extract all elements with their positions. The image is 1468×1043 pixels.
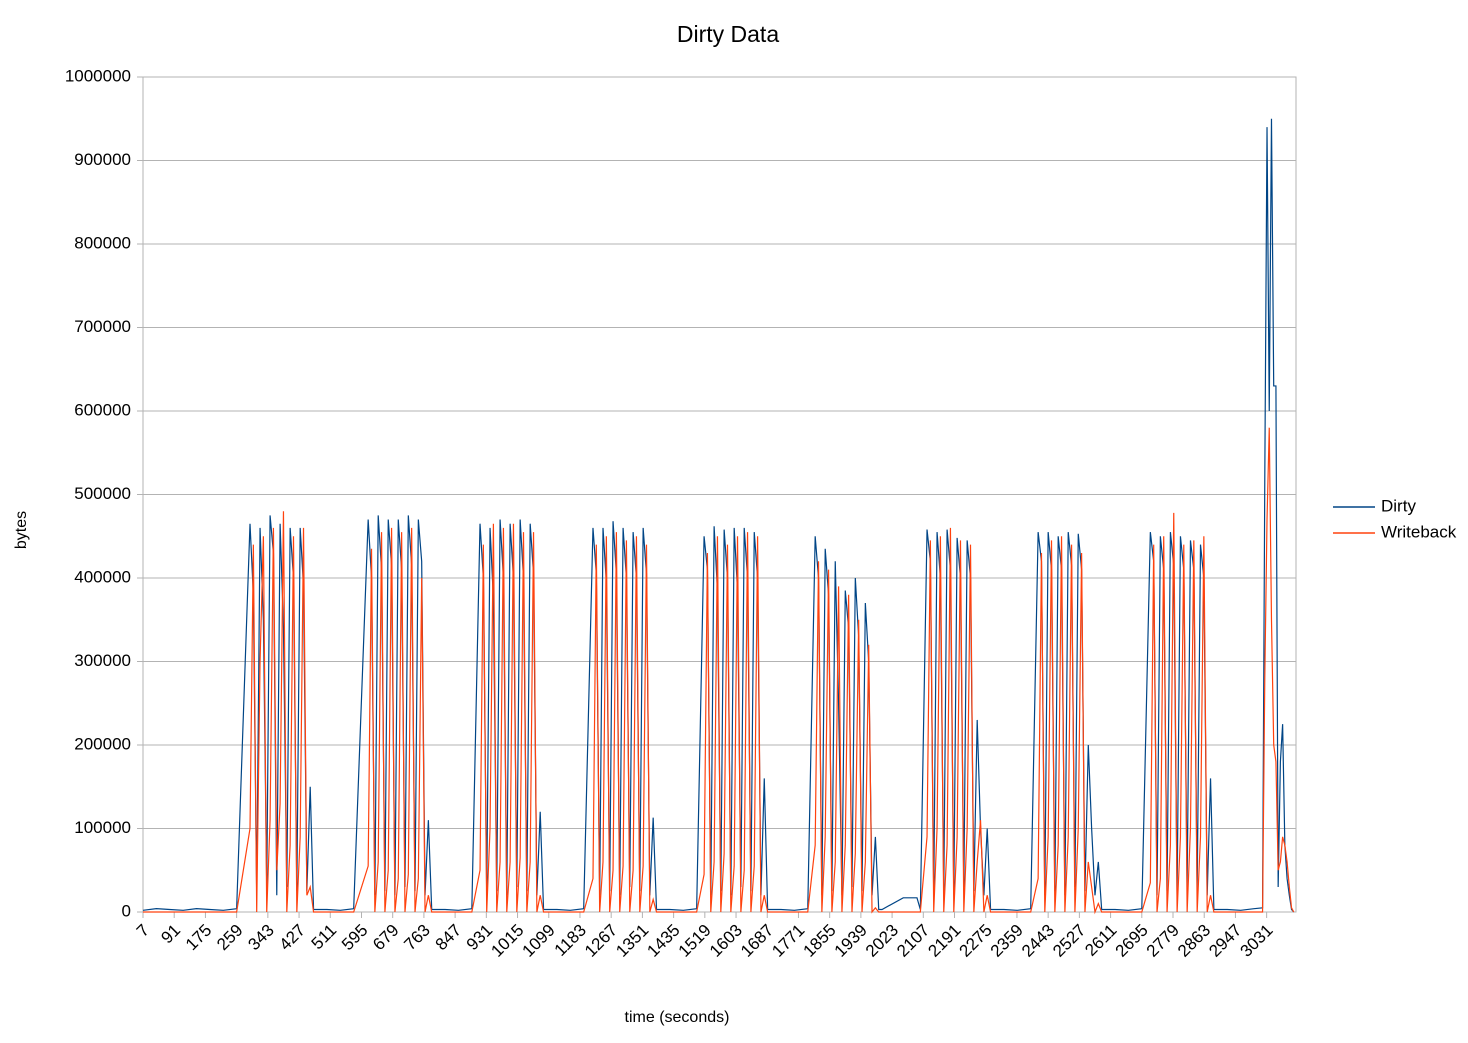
y-tick-label: 500000 bbox=[74, 484, 131, 503]
y-tick-label: 800000 bbox=[74, 233, 131, 252]
plot-border bbox=[142, 76, 1297, 913]
y-tick-label: 200000 bbox=[74, 734, 131, 753]
y-tick-label: 900000 bbox=[74, 150, 131, 169]
y-tick-label: 0 bbox=[122, 901, 131, 920]
x-axis-label: time (seconds) bbox=[625, 1009, 730, 1026]
y-tick-label: 1000000 bbox=[65, 66, 131, 85]
legend-label: Writeback bbox=[1381, 522, 1457, 541]
series-line bbox=[143, 427, 1295, 915]
y-axis-label: bytes bbox=[13, 511, 30, 549]
y-tick-label: 700000 bbox=[74, 317, 131, 336]
y-tick-label: 100000 bbox=[74, 818, 131, 837]
chart-title: Dirty Data bbox=[677, 21, 779, 47]
y-tick-label: 400000 bbox=[74, 567, 131, 586]
legend-label: Dirty bbox=[1381, 496, 1416, 515]
y-tick-label: 300000 bbox=[74, 651, 131, 670]
y-tick-label: 600000 bbox=[74, 400, 131, 419]
